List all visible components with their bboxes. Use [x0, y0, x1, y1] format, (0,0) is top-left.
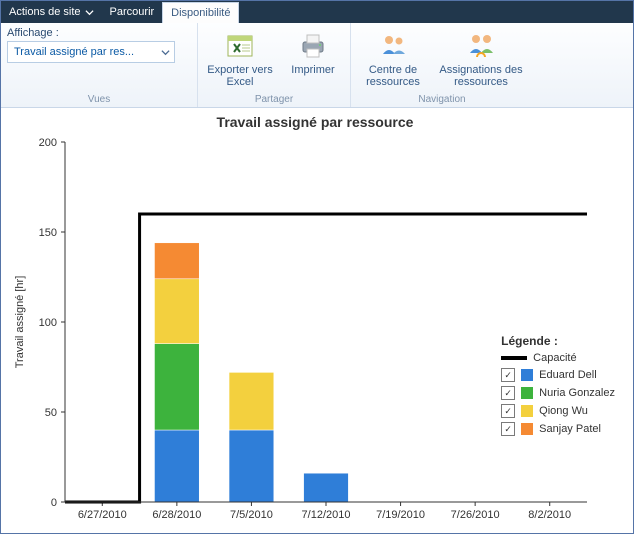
tab-availability[interactable]: Disponibilité [162, 2, 239, 23]
tabstrip: Actions de site Parcourir Disponibilité [1, 1, 633, 23]
resource-center-button[interactable]: Centre de ressources [357, 27, 429, 91]
legend-swatch [521, 369, 533, 381]
export-excel-label: Exporter vers Excel [207, 64, 273, 88]
tab-availability-label: Disponibilité [171, 7, 230, 19]
legend-label: Qiong Wu [539, 405, 588, 417]
chart: 0 50 100 150 200 Travail assigné [hr] 6/27/201… [5, 134, 625, 533]
x-tick-label: 7/5/2010 [230, 509, 273, 521]
legend-label: Sanjay Patel [539, 423, 601, 435]
bar-segment [154, 243, 199, 279]
printer-icon [297, 30, 329, 62]
y-tick-label: 0 [51, 497, 57, 509]
ribbon: Affichage : Travail assigné par res... V… [1, 23, 633, 108]
legend: Légende : Capacité ✓ Eduard Dell ✓ Nuria Go… [501, 334, 615, 440]
legend-checkbox[interactable]: ✓ [501, 422, 515, 436]
legend-checkbox[interactable]: ✓ [501, 386, 515, 400]
x-tick-label: 7/12/2010 [302, 509, 351, 521]
views-dropdown-value: Travail assigné par res... [14, 46, 134, 58]
legend-capacity-label: Capacité [533, 352, 576, 364]
legend-swatch [521, 423, 533, 435]
bar-segment [304, 473, 349, 502]
ribbon-group-views: Affichage : Travail assigné par res... V… [1, 23, 198, 107]
bar-segment [154, 279, 199, 344]
y-axis-label: Travail assigné [hr] [14, 276, 26, 369]
resource-assignments-label: Assignations des ressources [438, 64, 524, 88]
group-label-share: Partager [204, 93, 344, 105]
y-tick-label: 200 [39, 137, 57, 149]
excel-icon [224, 30, 256, 62]
chevron-down-icon [161, 48, 170, 57]
x-tick-label: 7/26/2010 [451, 509, 500, 521]
site-actions-menu[interactable]: Actions de site [1, 1, 102, 23]
bar-segment [229, 430, 274, 502]
export-excel-button[interactable]: Exporter vers Excel [204, 27, 276, 91]
bar-segment [154, 344, 199, 430]
legend-swatch [521, 387, 533, 399]
bar-segment [229, 372, 274, 430]
y-tick-label: 100 [39, 317, 57, 329]
x-tick-label: 7/19/2010 [376, 509, 425, 521]
people-link-icon [465, 30, 497, 62]
print-label: Imprimer [291, 64, 334, 76]
tab-browse-label: Parcourir [110, 6, 155, 18]
legend-item-capacity: Capacité [501, 352, 615, 364]
group-label-views: Vues [7, 93, 191, 105]
y-tick-label: 50 [45, 407, 57, 419]
y-tick-label: 150 [39, 227, 57, 239]
legend-item: ✓ Eduard Dell [501, 368, 615, 382]
resource-center-label: Centre de ressources [360, 64, 426, 88]
legend-item: ✓ Qiong Wu [501, 404, 615, 418]
resource-assignments-button[interactable]: Assignations des ressources [435, 27, 527, 91]
x-tick-label: 8/2/2010 [528, 509, 571, 521]
ribbon-group-navigation: Centre de ressources Assignations des re… [351, 23, 533, 107]
chart-area: Travail assigné par ressource 0 50 100 150 2… [1, 108, 633, 534]
site-actions-label: Actions de site [9, 6, 81, 18]
legend-item: ✓ Sanjay Patel [501, 422, 615, 436]
x-tick-label: 6/28/2010 [152, 509, 201, 521]
chevron-down-icon [85, 8, 94, 17]
group-label-navigation: Navigation [357, 93, 527, 105]
chart-svg: 0 50 100 150 200 Travail assigné [hr] 6/27/201… [5, 134, 595, 530]
legend-label: Eduard Dell [539, 369, 596, 381]
views-dropdown[interactable]: Travail assigné par res... [7, 41, 175, 63]
x-tick-label: 6/27/2010 [78, 509, 127, 521]
ribbon-group-share: Exporter vers Excel Imprimer Partager [198, 23, 351, 107]
chart-title: Travail assigné par ressource [5, 114, 625, 130]
legend-title: Légende : [501, 334, 615, 348]
capacity-line-swatch [501, 356, 527, 360]
people-icon [377, 30, 409, 62]
legend-swatch [521, 405, 533, 417]
legend-label: Nuria Gonzalez [539, 387, 615, 399]
bar-segment [154, 430, 199, 502]
views-caption: Affichage : [7, 27, 175, 39]
legend-checkbox[interactable]: ✓ [501, 368, 515, 382]
legend-checkbox[interactable]: ✓ [501, 404, 515, 418]
print-button[interactable]: Imprimer [282, 27, 344, 79]
legend-item: ✓ Nuria Gonzalez [501, 386, 615, 400]
tab-browse[interactable]: Parcourir [102, 1, 163, 23]
